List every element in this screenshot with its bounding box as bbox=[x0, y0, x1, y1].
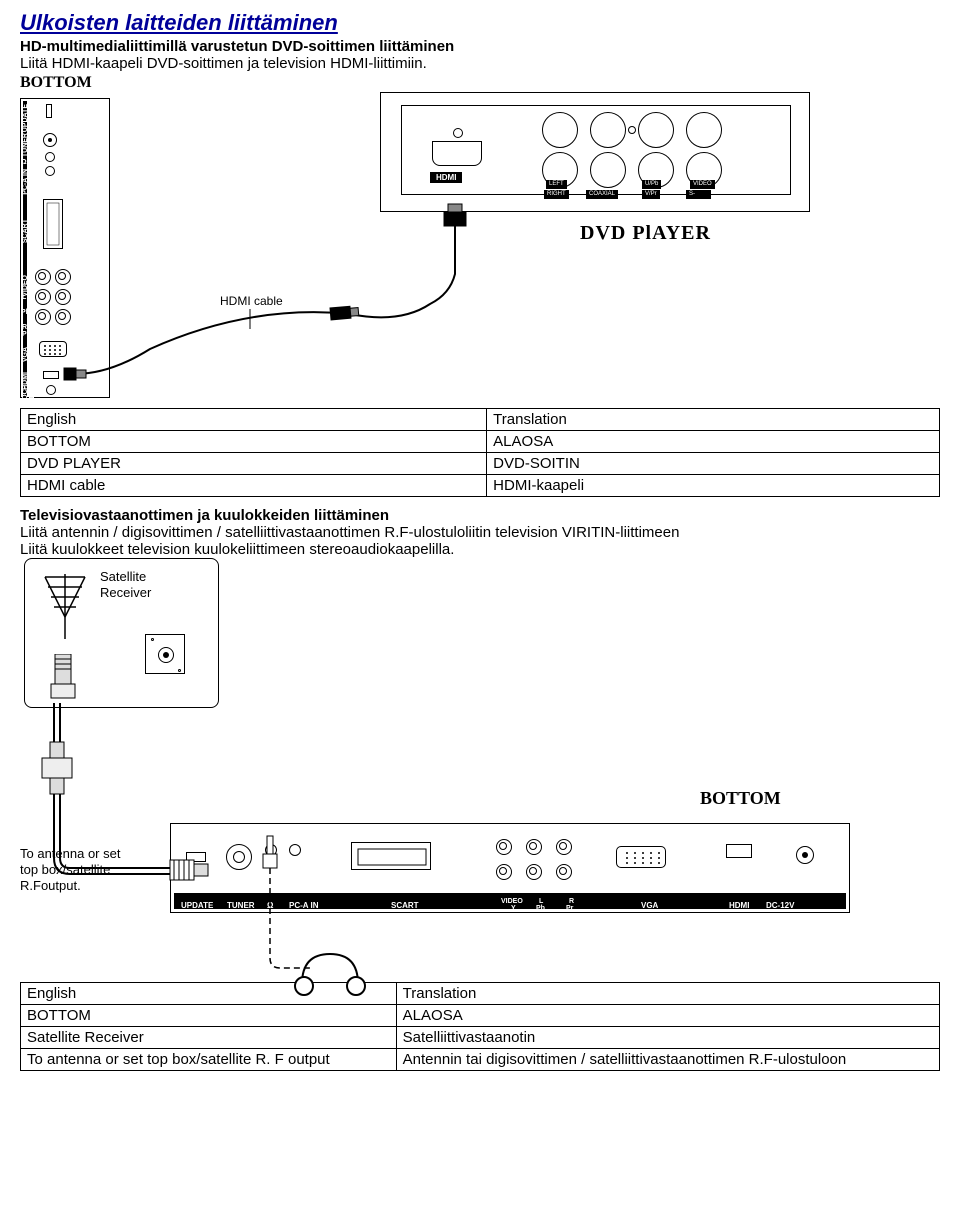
section1-instruction: Liitä HDMI-kaapeli DVD-soittimen ja tele… bbox=[20, 55, 940, 72]
t2-r0c1: Translation bbox=[396, 983, 939, 1005]
t1-r2c0: DVD PLAYER bbox=[21, 453, 487, 475]
t1-r1c1: ALAOSA bbox=[487, 431, 940, 453]
t2-r1c0: BOTTOM bbox=[21, 1005, 397, 1027]
t1-r0c1: Translation bbox=[487, 409, 940, 431]
section2-line1: Liitä antennin / digisovittimen / satell… bbox=[20, 524, 940, 541]
diagram-2: Satellite Receiver To antenna or set top… bbox=[20, 558, 940, 978]
t2-r2c0: Satellite Receiver bbox=[21, 1027, 397, 1049]
headphones-icon bbox=[290, 948, 370, 998]
section1-subtitle: HD-multimedialiittimillä varustetun DVD-… bbox=[20, 38, 940, 55]
t2-r2c1: Satelliittivastaanotin bbox=[396, 1027, 939, 1049]
t1-r3c1: HDMI-kaapeli bbox=[487, 475, 940, 497]
t2-r3c0: To antenna or set top box/satellite R. F… bbox=[21, 1049, 397, 1071]
translation-table-2: EnglishTranslation BOTTOMALAOSA Satellit… bbox=[20, 982, 940, 1071]
t2-r3c1: Antennin tai digisovittimen / satelliitt… bbox=[396, 1049, 939, 1071]
page-title: Ulkoisten laitteiden liittäminen bbox=[20, 10, 940, 36]
t1-r1c0: BOTTOM bbox=[21, 431, 487, 453]
section2-line2: Liitä kuulokkeet television kuulokeliitt… bbox=[20, 541, 940, 558]
t2-r1c1: ALAOSA bbox=[396, 1005, 939, 1027]
diagram-1: BOTTOM UPDATE TUNER Ω PC-A IN SCART VIDE… bbox=[20, 74, 940, 404]
t1-r2c1: DVD-SOITIN bbox=[487, 453, 940, 475]
t1-r0c0: English bbox=[21, 409, 487, 431]
t1-r3c0: HDMI cable bbox=[21, 475, 487, 497]
section2-heading: Televisiovastaanottimen ja kuulokkeiden … bbox=[20, 507, 940, 524]
translation-table-1: EnglishTranslation BOTTOMALAOSA DVD PLAY… bbox=[20, 408, 940, 497]
